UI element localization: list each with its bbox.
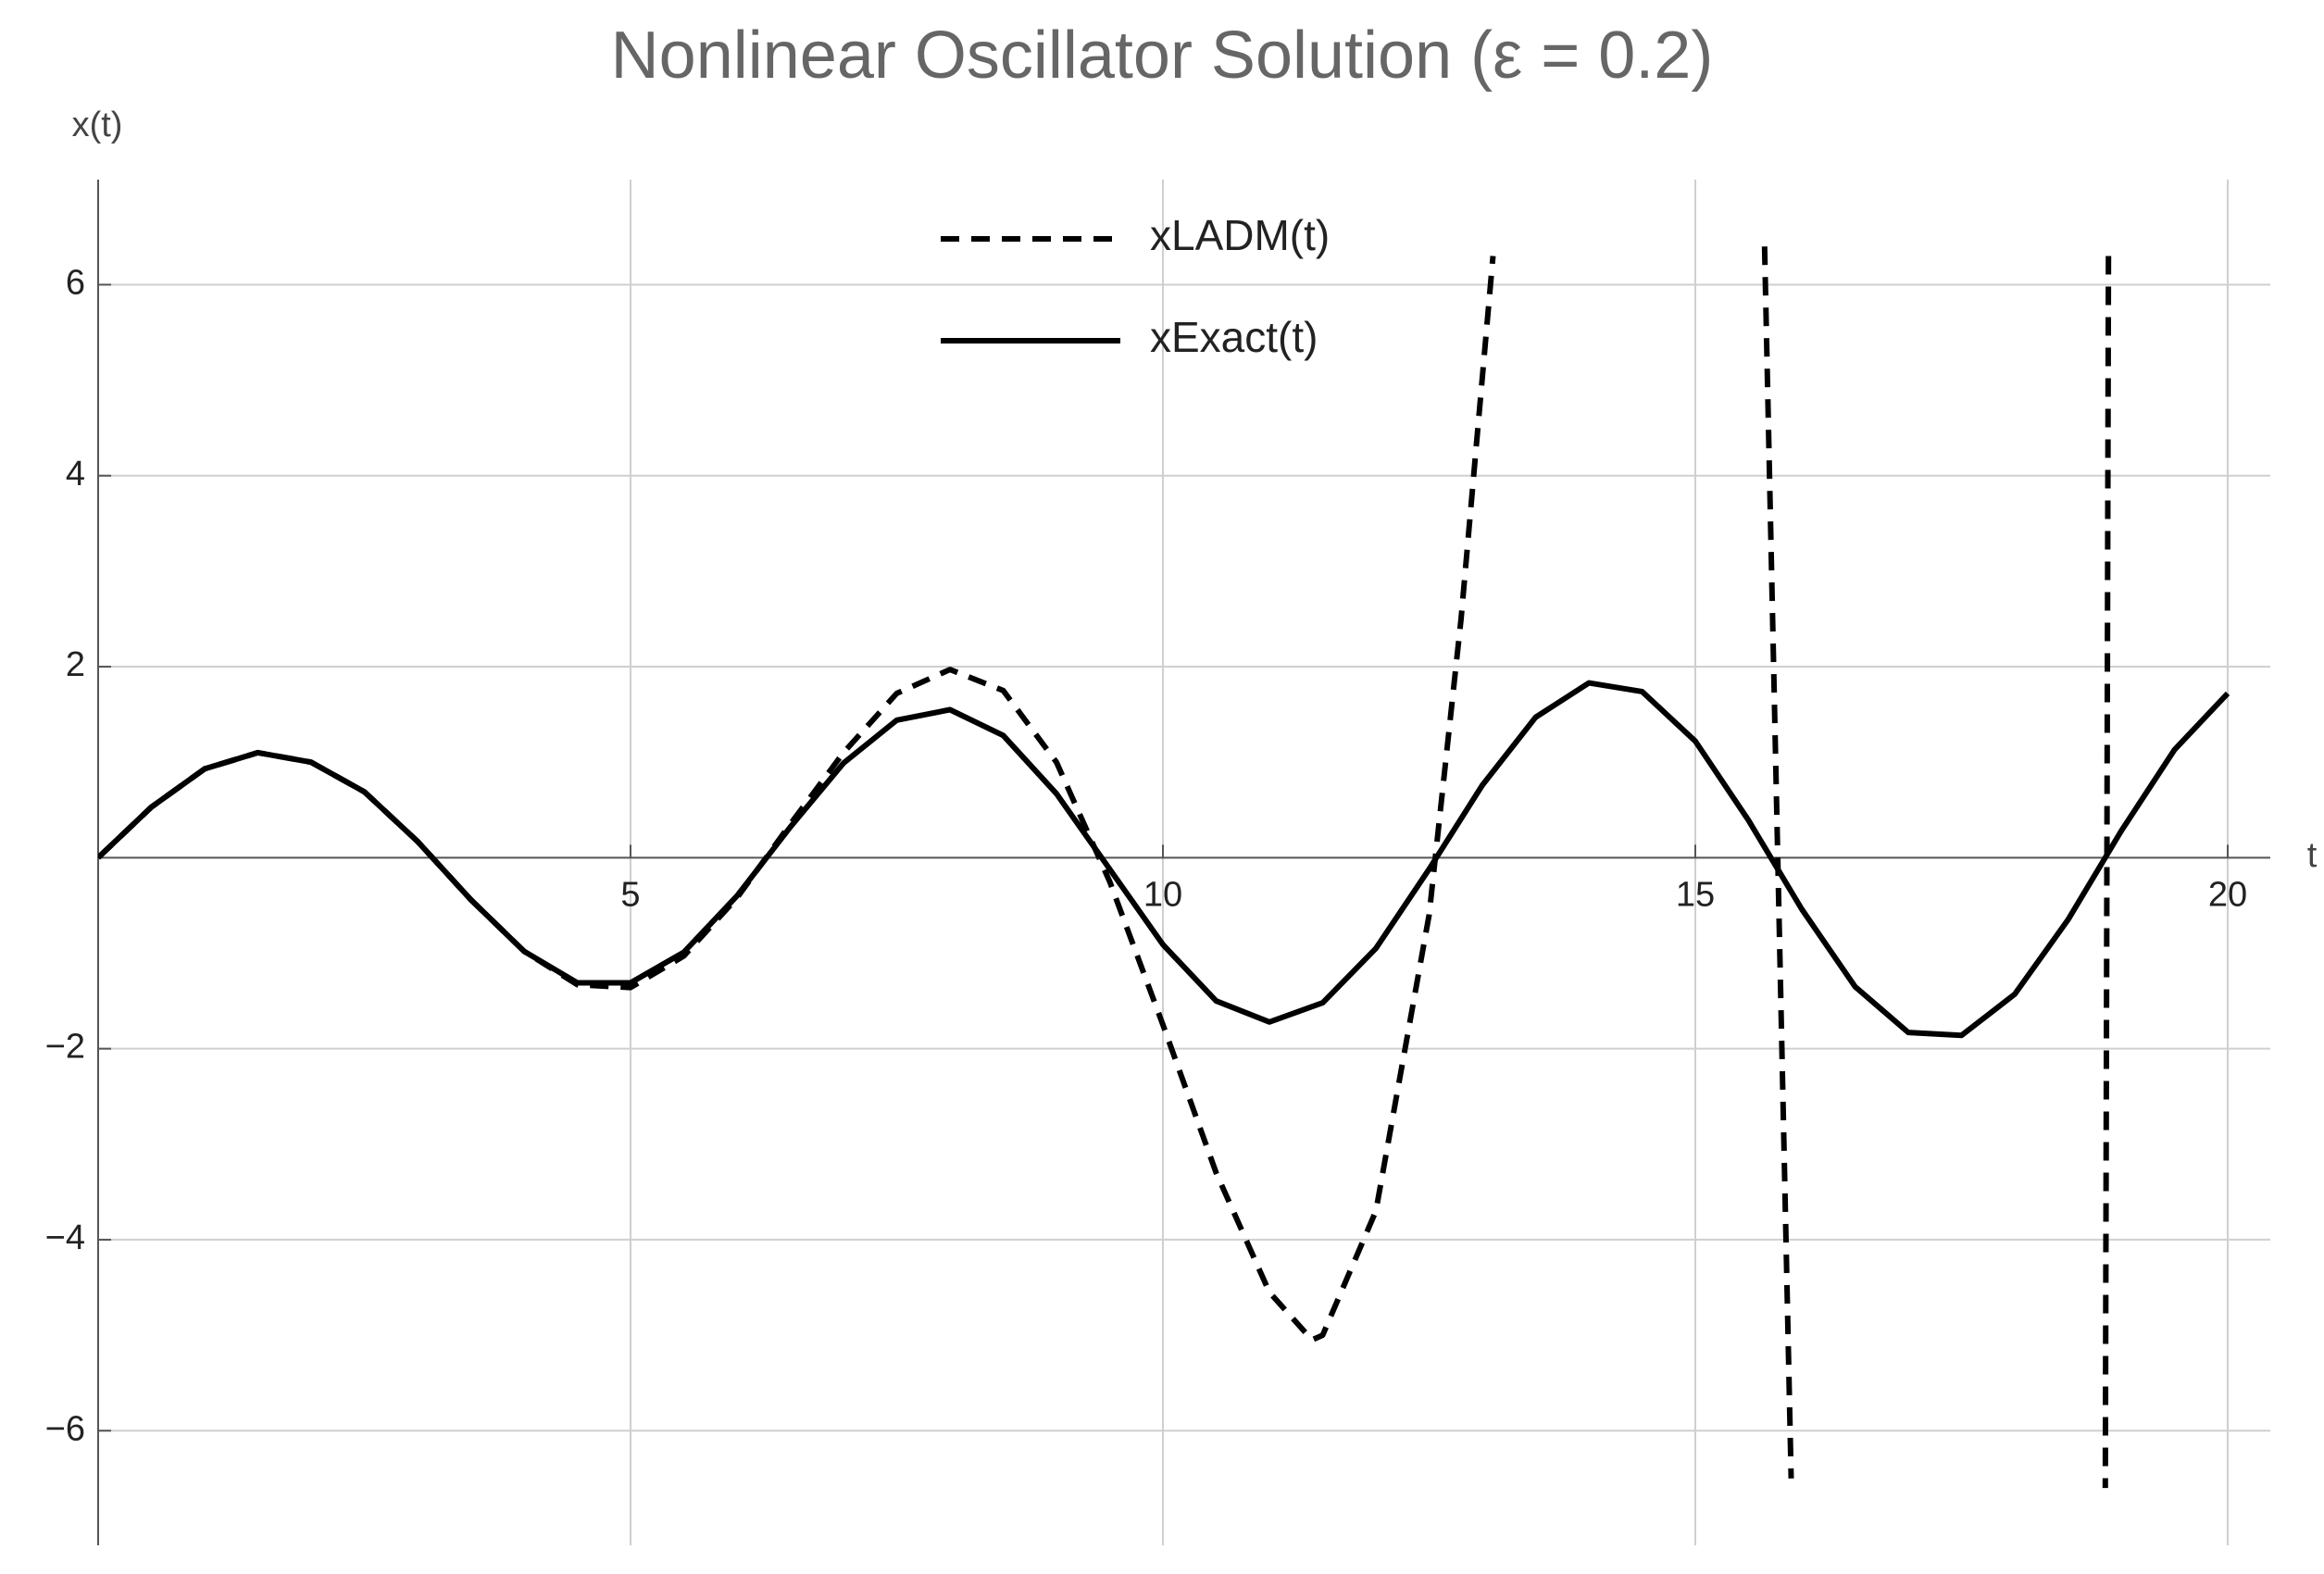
legend: xLADM(t) xExact(t) [941,211,1330,361]
x-tick-label: 20 [2208,875,2247,914]
y-tick-label: 2 [66,645,85,684]
series-line [98,246,2112,1489]
y-tick-label: −6 [45,1409,85,1448]
chart-title: Nonlinear Oscillator Solution (ε = 0.2) [611,19,1714,93]
y-tick-label: 4 [66,455,85,493]
y-tick-label: 6 [66,263,85,302]
y-tick-label: −4 [45,1218,85,1257]
x-tick-label: 10 [1143,875,1182,914]
x-tick-label: 5 [620,875,640,914]
plot-area [98,246,2230,1489]
legend-label: xLADM(t) [1150,211,1330,259]
y-axis-label: x(t) [72,106,123,144]
legend-label: xExact(t) [1150,313,1318,361]
y-tick-label: −2 [45,1028,85,1067]
axes: 5 10 15 20 −6 −4 −2 2 4 6 [45,180,2270,1545]
series-line [98,680,2230,1039]
x-tick-label: 15 [1676,875,1715,914]
x-axis-label: t [2307,836,2318,875]
grid [98,180,2270,1545]
